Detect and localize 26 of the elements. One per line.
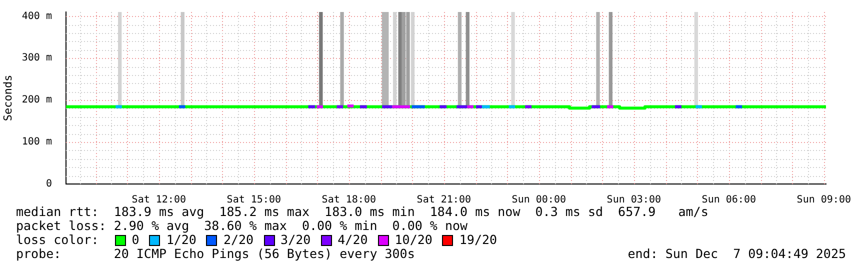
x-tick-label: Sat 15:00: [226, 194, 281, 206]
y-tick-label: 400 m: [22, 10, 52, 22]
x-tick-label: Sat 12:00: [132, 194, 186, 206]
legend-label: 4/20: [338, 232, 368, 247]
legend-label: 2/20: [223, 232, 254, 247]
x-tick-label: Sun 09:00: [796, 194, 851, 206]
legend-label: 19/20: [459, 232, 498, 247]
text: end: Sun Dec 7 09:04:49 2025: [628, 246, 846, 261]
legend-label: 3/20: [280, 232, 311, 247]
text: probe: 20 ICMP Echo Pings (56 Bytes) every 300s: [16, 246, 415, 261]
legend-label: 1/20: [166, 232, 196, 247]
y-tick-label: 100 m: [22, 136, 52, 148]
y-tick-label: 300 m: [22, 52, 52, 64]
x-tick-label: Sun 06:00: [702, 194, 756, 206]
x-tick-label: Sat 21:00: [416, 194, 471, 206]
x-tick-label: Sat 18:00: [322, 194, 376, 206]
y-tick-label: 0: [46, 178, 52, 190]
y-axis-title: Seconds: [1, 74, 14, 122]
text: median rtt: 183.9 ms avg 185.2 ms max 183.0 ms min 184.0 ms now 0.3 ms sd 657.9 am/s: [16, 204, 710, 219]
legend-title: loss color:: [16, 232, 99, 247]
y-tick-label: 200 m: [22, 94, 52, 106]
x-tick-label: Sun 03:00: [606, 194, 661, 206]
x-tick-label: Sun 00:00: [512, 194, 566, 206]
text: packet loss: 2.90 % avg 38.60 % max 0.00 % min 0.00 % now: [16, 218, 469, 233]
legend-label: 0: [132, 232, 140, 247]
legend-label: 10/20: [394, 232, 432, 247]
